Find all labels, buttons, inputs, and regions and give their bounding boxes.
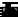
Text: Figure 2: Figure 2 <box>1 1 18 17</box>
